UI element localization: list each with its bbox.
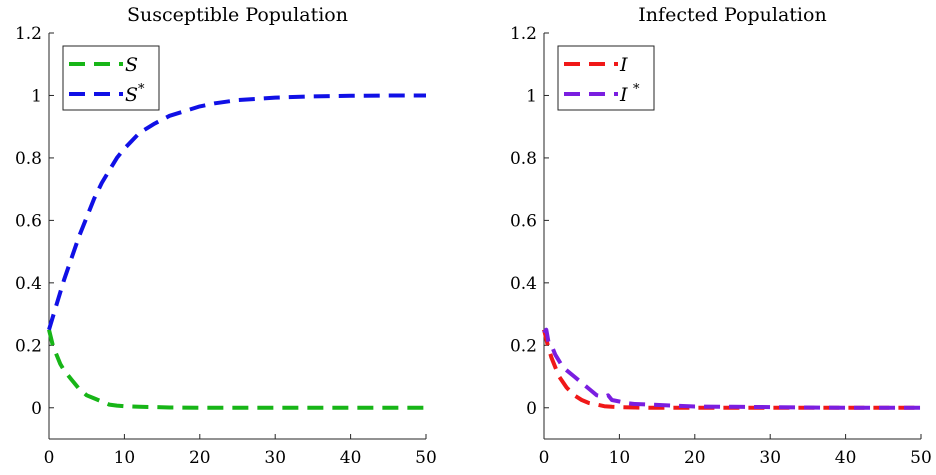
y-tick-label: 0.6 bbox=[510, 211, 537, 231]
x-tick-label: 0 bbox=[539, 448, 550, 468]
y-tick-label: 0.2 bbox=[15, 336, 42, 356]
x-tick-label: 10 bbox=[114, 448, 136, 468]
legend-box bbox=[557, 45, 655, 111]
x-tick-label: 30 bbox=[759, 448, 781, 468]
x-tick-label: 50 bbox=[910, 448, 932, 468]
chart-title: Susceptible Population bbox=[127, 4, 348, 26]
legend-label: S bbox=[125, 84, 138, 106]
y-tick-label: 0 bbox=[31, 399, 42, 419]
series-line-i-star bbox=[542, 327, 921, 410]
x-tick-label: 0 bbox=[44, 448, 55, 468]
y-tick-label: 0.8 bbox=[510, 149, 537, 169]
series-line-s bbox=[47, 329, 426, 410]
legend-label: I bbox=[619, 54, 628, 76]
y-tick-label: 0 bbox=[526, 399, 537, 419]
y-tick-label: 1 bbox=[31, 86, 42, 106]
y-tick-label: 0.6 bbox=[15, 211, 42, 231]
x-tick-label: 30 bbox=[264, 448, 286, 468]
y-tick-label: 1.2 bbox=[15, 24, 42, 44]
y-tick-label: 0.4 bbox=[15, 274, 42, 294]
chart-title: Infected Population bbox=[638, 4, 826, 26]
x-tick-label: 20 bbox=[684, 448, 706, 468]
x-tick-label: 40 bbox=[340, 448, 362, 468]
legend-box bbox=[62, 45, 160, 111]
x-tick-label: 10 bbox=[609, 448, 631, 468]
legend-label-superscript: * bbox=[138, 82, 145, 97]
chart-panel-2: Infected Population 0 10 20 30 40 50 0 0.2 0.4 0.6… bbox=[510, 4, 932, 468]
y-tick-label: 0.8 bbox=[15, 149, 42, 169]
y-tick-label: 0.2 bbox=[510, 336, 537, 356]
x-tick-label: 20 bbox=[189, 448, 211, 468]
series-line-s-star bbox=[47, 93, 426, 331]
y-tick-label: 1 bbox=[526, 86, 537, 106]
series-line-i bbox=[542, 329, 921, 410]
legend-label: S bbox=[125, 54, 138, 76]
legend: SS * bbox=[62, 45, 160, 111]
x-tick-label: 50 bbox=[415, 448, 437, 468]
x-tick-label: 40 bbox=[835, 448, 857, 468]
legend-label: I bbox=[619, 84, 628, 106]
y-tick-label: 0.4 bbox=[510, 274, 537, 294]
chart-panel-1: Susceptible Population 0 10 20 30 40 50 0 0.2 0.4… bbox=[15, 4, 437, 468]
legend-label-superscript: * bbox=[633, 82, 640, 97]
y-tick-label: 1.2 bbox=[510, 24, 537, 44]
legend: II * bbox=[557, 45, 655, 111]
